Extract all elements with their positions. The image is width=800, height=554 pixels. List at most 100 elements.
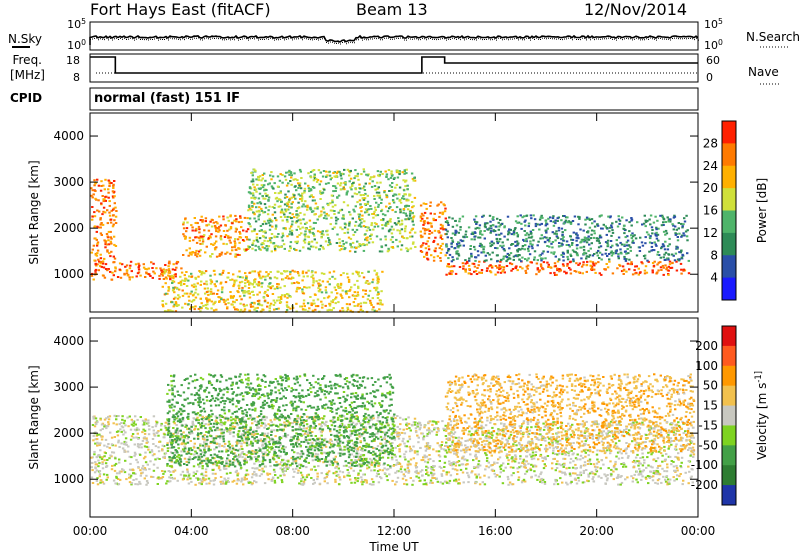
velocity-cell — [415, 431, 418, 434]
velocity-cell — [133, 443, 136, 446]
velocity-cell — [285, 466, 288, 468]
power-cell — [367, 213, 371, 216]
power-cell — [258, 213, 261, 216]
power-cell — [337, 301, 340, 304]
velocity-cell — [411, 483, 414, 486]
power-cell — [332, 307, 335, 310]
power-cell — [294, 197, 297, 200]
power-cell — [378, 173, 381, 176]
power-cell — [653, 249, 656, 252]
power-cell — [161, 285, 164, 288]
velocity-cell — [330, 424, 334, 427]
velocity-cell — [207, 423, 210, 426]
power-cell — [630, 237, 633, 240]
power-cell — [566, 250, 569, 252]
velocity-cell — [194, 425, 197, 428]
power-cell — [94, 263, 97, 266]
power-colorbar-tick: 24 — [703, 159, 718, 173]
power-cell — [199, 297, 202, 300]
power-cell — [526, 264, 530, 267]
power-cell — [595, 251, 599, 254]
velocity-cell — [141, 431, 144, 434]
power-cell — [164, 270, 167, 272]
power-cell — [464, 233, 467, 236]
power-cell — [408, 210, 412, 213]
power-cell — [167, 265, 170, 268]
power-cell — [641, 223, 644, 226]
power-cell — [470, 252, 473, 255]
power-cell — [244, 291, 247, 294]
power-cell — [289, 230, 292, 233]
velocity-cell — [123, 471, 127, 474]
power-cell — [265, 195, 268, 197]
power-cell — [93, 259, 96, 262]
power-cell — [433, 229, 437, 232]
power-cell — [226, 216, 229, 219]
velocity-cell — [326, 471, 329, 474]
power-cell — [285, 208, 289, 211]
power-cell — [375, 191, 379, 194]
power-cell — [290, 233, 294, 236]
power-cell — [412, 205, 415, 208]
power-cell — [330, 194, 334, 197]
power-cell — [461, 262, 465, 265]
power-cell — [191, 294, 195, 297]
power-cell — [181, 289, 184, 292]
power-cell — [655, 272, 658, 275]
velocity-cell — [110, 443, 114, 446]
velocity-cell — [152, 429, 155, 432]
power-cell — [404, 205, 407, 208]
power-cell — [285, 218, 289, 221]
velocity-cell — [398, 450, 401, 453]
velocity-cell — [244, 438, 247, 441]
power-cell — [290, 282, 294, 285]
power-cell — [237, 247, 240, 250]
velocity-cell — [253, 420, 257, 423]
power-cell — [293, 270, 296, 273]
power-cell — [290, 232, 293, 235]
velocity-cell — [403, 468, 407, 471]
velocity-cell — [310, 441, 313, 444]
power-cell — [99, 257, 103, 260]
velocity-cell — [316, 478, 319, 481]
power-cell — [172, 277, 175, 280]
power-cell — [384, 238, 387, 241]
power-cell — [327, 182, 330, 185]
velocity-cell — [412, 421, 416, 424]
power-cell — [222, 230, 226, 232]
velocity-cell — [275, 440, 279, 443]
power-cell — [537, 270, 541, 273]
power-cell — [406, 199, 409, 202]
power-cell — [641, 262, 644, 265]
power-cell — [638, 250, 642, 252]
power-cell — [234, 214, 237, 217]
power-cell — [651, 262, 655, 264]
power-cell — [303, 286, 306, 289]
power-cell — [476, 250, 480, 253]
velocity-cell — [247, 480, 250, 483]
power-cell — [632, 241, 635, 244]
power-cell — [602, 223, 605, 226]
velocity-cell — [233, 425, 237, 428]
power-cell — [325, 174, 328, 177]
power-cell — [454, 272, 458, 275]
velocity-cell — [201, 451, 204, 454]
power-cell — [423, 211, 427, 214]
power-cell — [251, 242, 255, 245]
power-cell — [290, 229, 294, 232]
power-cell — [519, 214, 522, 217]
power-cell — [103, 188, 106, 191]
velocity-cell — [352, 469, 355, 472]
power-cell — [607, 253, 611, 255]
power-cell — [555, 233, 558, 235]
velocity-cell — [417, 441, 420, 444]
power-cell — [285, 171, 288, 174]
power-cell — [587, 238, 591, 241]
velocity-cell — [245, 454, 248, 457]
power-cell — [92, 244, 95, 247]
velocity-cell — [283, 421, 286, 424]
power-cell — [609, 240, 613, 242]
power-cell — [530, 232, 533, 235]
velocity-cell — [349, 429, 352, 432]
velocity-cell — [333, 460, 337, 463]
